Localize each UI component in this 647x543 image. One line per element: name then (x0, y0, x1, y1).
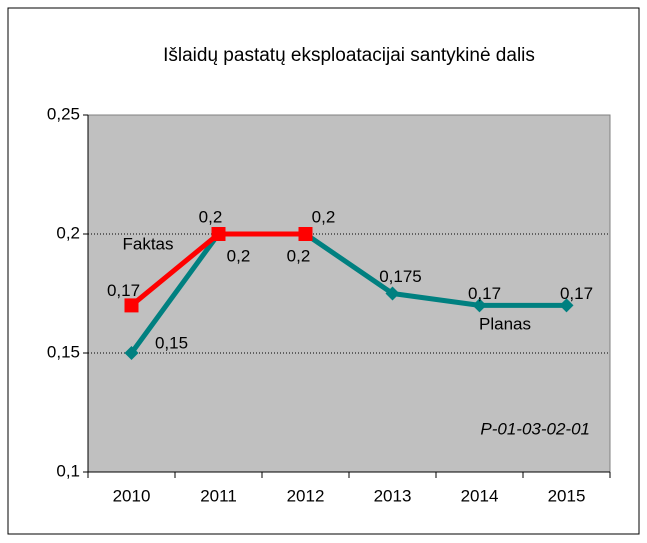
data-label: 0,17 (560, 284, 593, 303)
x-tick-label: 2014 (461, 486, 499, 505)
y-tick-label: 0,15 (47, 342, 80, 361)
marker (385, 286, 400, 301)
series-line (129, 231, 567, 355)
x-tick-label: 2011 (200, 486, 237, 505)
marker (124, 346, 139, 360)
marker (472, 298, 487, 313)
marker (559, 298, 574, 313)
y-tick-label: 0,2 (56, 223, 80, 242)
annotation: P-01-03-02-01 (480, 419, 590, 438)
x-tick-label: 2012 (287, 486, 325, 505)
y-tick-label: 0,1 (56, 461, 80, 480)
x-tick-label: 2015 (548, 486, 586, 505)
data-label: 0,2 (199, 207, 223, 226)
plot-area (87, 114, 611, 473)
data-label: 0,175 (379, 267, 422, 286)
data-label: 0,2 (312, 207, 336, 226)
chart-title: Išlaidų pastatų eksploatacijai santykinė… (163, 45, 535, 66)
x-tick-label: 2010 (113, 486, 151, 505)
data-label: 0,2 (227, 246, 251, 265)
series-name: Planas (479, 314, 531, 333)
data-label: 0,15 (155, 333, 188, 352)
x-tick-label: 2013 (374, 486, 412, 505)
data-label: 0,17 (468, 284, 501, 303)
marker (211, 227, 226, 241)
series-name: Faktas (122, 234, 173, 253)
y-tick-label: 0,25 (47, 104, 80, 123)
data-label: 0,17 (107, 281, 140, 300)
marker (124, 298, 139, 313)
data-label: 0,2 (287, 246, 311, 265)
marker (298, 227, 313, 241)
